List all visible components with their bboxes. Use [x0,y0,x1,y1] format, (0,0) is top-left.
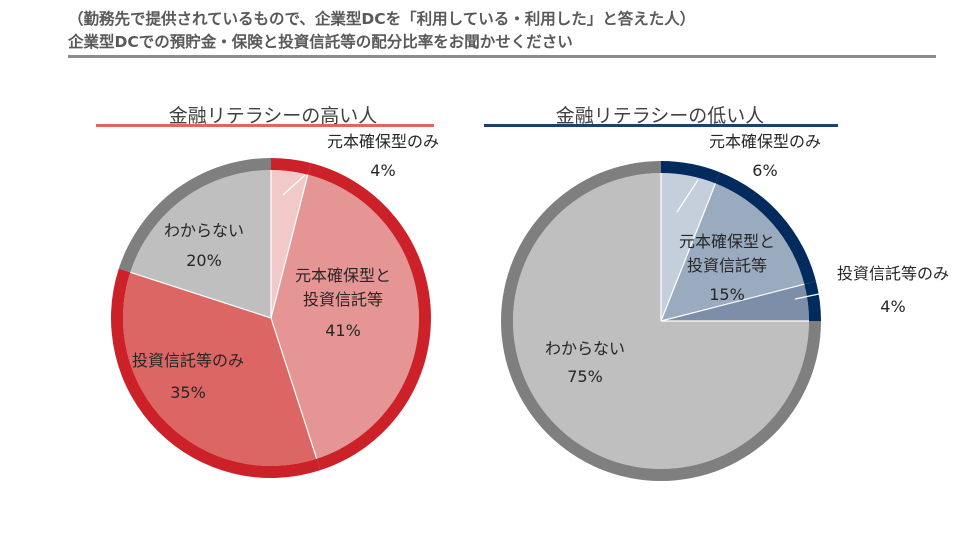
slice-value-low-3: 75% [567,367,603,386]
pie-ring-high-3 [118,158,271,273]
pie-slice-high-1 [271,174,420,459]
slice-label-high-0: 元本確保型のみ [327,132,439,151]
slice-label-high-1-line: 投資信託等 [303,290,383,309]
slice-label-low-0-line: 元本確保型のみ [709,132,821,151]
pie-slice-low-0 [661,173,716,321]
slice-value-high-0-line: 4% [370,161,395,180]
slice-label-low-3: わからない [545,339,625,358]
slice-label-low-1-line: 投資信託等 [687,256,767,275]
header-line-1: （勤務先で提供されているもので、企業型DCを「利用している・利用した」と答えた人… [68,10,696,28]
pie-slice-high-2 [122,272,317,466]
slice-label-low-3-line: わからない [545,339,625,358]
slice-label-high-3-line: わからない [164,221,244,240]
pie-ring-high-0 [271,158,311,175]
page-header: （勤務先で提供されているもので、企業型DCを「利用している・利用した」と答えた人… [68,8,938,54]
slice-value-low-2: 4% [880,297,905,316]
title-rule-high [96,124,434,127]
pie-slice-low-1 [661,183,805,321]
slice-value-low-3-line: 75% [567,367,603,386]
leader-line-high-0 [282,174,306,196]
slice-value-high-1-line: 41% [325,321,361,340]
slice-label-low-2: 投資信託等のみ [837,264,949,283]
slice-value-high-3: 20% [186,251,222,270]
slice-label-low-1-line: 元本確保型と [679,232,775,251]
slice-label-high-1-line: 元本確保型と [295,266,391,285]
slice-value-low-1-line: 15% [709,285,745,304]
pie-separator-high-2 [270,317,318,459]
pie-separator-low-1 [660,183,717,322]
slice-label-high-3: わからない [164,221,244,240]
chart-title-low: 金融リテラシーの低い人 [555,105,765,127]
pie-separator-high-3 [130,271,272,319]
chart-title-high: 金融リテラシーの高い人 [168,105,378,127]
slice-value-high-2-line: 35% [170,383,206,402]
title-rule-low [484,124,838,127]
pie-ring-low-2 [804,281,821,321]
pie-ring-high-1 [307,163,432,471]
slice-label-low-2-line: 投資信託等のみ [837,264,949,283]
pie-ring-low-1 [715,172,816,285]
leader-line-low-0 [676,179,699,213]
slice-value-low-1: 15% [709,285,745,304]
pie-ring-high-2 [110,268,321,478]
pie-separator-low-2 [660,283,805,322]
slice-value-high-2: 35% [170,383,206,402]
pie-slice-high-3 [130,170,271,318]
slice-label-high-0-line: 元本確保型のみ [327,132,439,151]
slice-value-high-3-line: 20% [186,251,222,270]
slice-label-low-1: 元本確保型と投資信託等 [679,232,775,275]
slice-label-low-0: 元本確保型のみ [709,132,821,151]
slice-value-low-0-line: 6% [752,161,777,180]
header-divider [68,55,936,58]
slice-value-low-0: 6% [752,161,777,180]
slice-value-low-2-line: 4% [880,297,905,316]
slice-label-high-2: 投資信託等のみ [132,351,244,370]
pie-chart-high [110,158,432,478]
slice-value-high-0: 4% [370,161,395,180]
pie-ring-low-0 [661,161,720,184]
slice-label-high-2-line: 投資信託等のみ [132,351,244,370]
slice-label-high-1: 元本確保型と投資信託等 [295,266,391,309]
leader-line-low-2 [794,289,839,300]
pie-chart-low [501,161,839,481]
pie-separator-high-1 [270,174,309,319]
slice-value-high-1: 41% [325,321,361,340]
header-line-2: 企業型DCでの預貯金・保険と投資信託等の配分比率をお聞かせください [68,33,573,51]
